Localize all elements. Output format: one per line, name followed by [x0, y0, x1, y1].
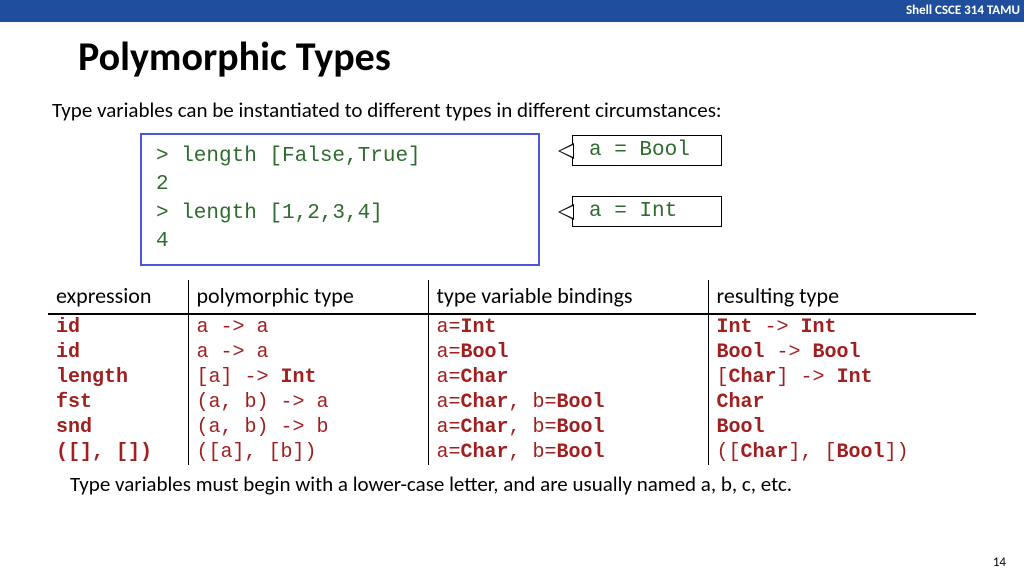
code-box: > length [False,True] 2 > length [1,2,3,… — [140, 133, 540, 266]
course-label: Shell CSCE 314 TAMU — [906, 3, 1020, 18]
cell-polytype: a -> a — [188, 314, 428, 340]
cell-bindings: a=Bool — [428, 340, 708, 365]
table-row: ([], [])([a], [b])a=Char, b=Bool([Char],… — [48, 440, 976, 465]
cell-expression: snd — [48, 415, 188, 440]
col-resulting: resulting type — [708, 280, 976, 314]
cell-expression: id — [48, 314, 188, 340]
cell-polytype: [a] -> Int — [188, 365, 428, 390]
callouts: a = Bool a = Int — [558, 135, 722, 227]
cell-resulting: Char — [708, 390, 976, 415]
col-bindings: type variable bindings — [428, 280, 708, 314]
callout: a = Bool — [558, 135, 722, 166]
cell-resulting: [Char] -> Int — [708, 365, 976, 390]
intro-text: Type variables can be instantiated to di… — [52, 97, 1024, 123]
table-row: length[a] -> Inta=Char[Char] -> Int — [48, 365, 976, 390]
callout-box: a = Int — [572, 196, 722, 227]
table-row: ida -> aa=BoolBool -> Bool — [48, 340, 976, 365]
code-line: 4 — [156, 228, 524, 256]
cell-bindings: a=Char — [428, 365, 708, 390]
callout-arrow-icon — [558, 204, 574, 220]
cell-expression: fst — [48, 390, 188, 415]
cell-bindings: a=Char, b=Bool — [428, 440, 708, 465]
callout: a = Int — [558, 196, 722, 227]
header-bar: Shell CSCE 314 TAMU — [0, 0, 1024, 22]
callout-box: a = Bool — [572, 135, 722, 166]
cell-bindings: a=Int — [428, 314, 708, 340]
slide-title: Polymorphic Types — [78, 32, 1024, 81]
type-table: expression polymorphic type type variabl… — [48, 280, 976, 465]
cell-polytype: ([a], [b]) — [188, 440, 428, 465]
cell-resulting: Bool — [708, 415, 976, 440]
cell-bindings: a=Char, b=Bool — [428, 390, 708, 415]
footer-text: Type variables must begin with a lower-c… — [70, 471, 1024, 497]
example-row: > length [False,True] 2 > length [1,2,3,… — [140, 133, 1024, 266]
callout-arrow-icon — [558, 143, 574, 159]
cell-polytype: (a, b) -> b — [188, 415, 428, 440]
cell-resulting: Int -> Int — [708, 314, 976, 340]
table-row: snd(a, b) -> ba=Char, b=BoolBool — [48, 415, 976, 440]
table-row: fst(a, b) -> aa=Char, b=BoolChar — [48, 390, 976, 415]
cell-resulting: Bool -> Bool — [708, 340, 976, 365]
code-line: > length [1,2,3,4] — [156, 200, 524, 228]
cell-polytype: a -> a — [188, 340, 428, 365]
cell-bindings: a=Char, b=Bool — [428, 415, 708, 440]
cell-polytype: (a, b) -> a — [188, 390, 428, 415]
cell-expression: ([], []) — [48, 440, 188, 465]
table-row: ida -> aa=IntInt -> Int — [48, 314, 976, 340]
cell-expression: length — [48, 365, 188, 390]
cell-resulting: ([Char], [Bool]) — [708, 440, 976, 465]
code-line: 2 — [156, 171, 524, 199]
col-expression: expression — [48, 280, 188, 314]
cell-expression: id — [48, 340, 188, 365]
code-line: > length [False,True] — [156, 143, 524, 171]
table-header-row: expression polymorphic type type variabl… — [48, 280, 976, 314]
page-number: 14 — [993, 555, 1006, 570]
col-polytype: polymorphic type — [188, 280, 428, 314]
